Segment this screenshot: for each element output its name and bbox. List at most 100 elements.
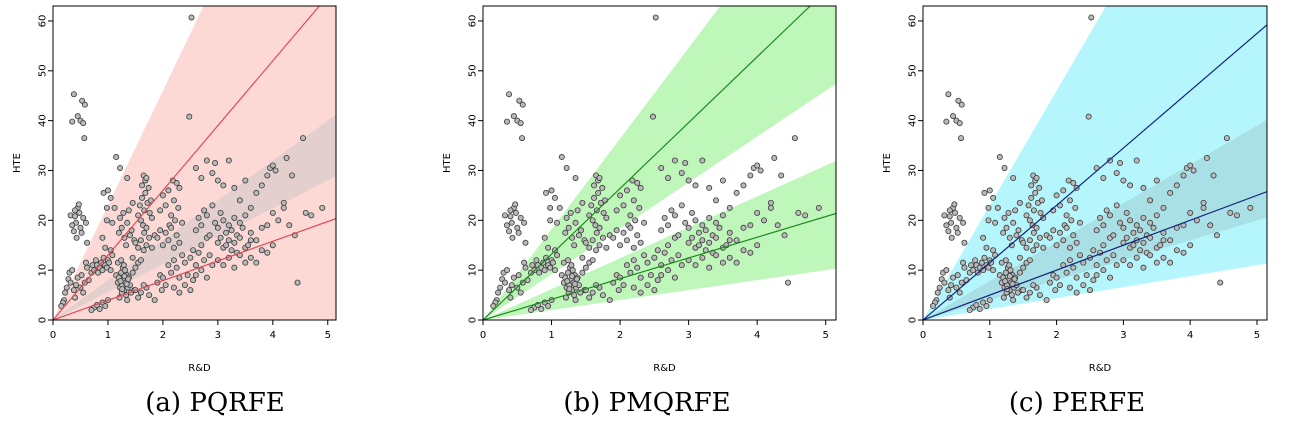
data-point [1065, 177, 1072, 184]
data-point [1063, 224, 1070, 231]
data-point [107, 267, 114, 274]
data-point [1153, 259, 1160, 266]
data-point [1010, 219, 1017, 226]
plot-area [483, 6, 836, 320]
data-point [802, 212, 809, 219]
data-point [247, 229, 254, 236]
data-point [713, 219, 720, 226]
data-point [1107, 212, 1114, 219]
data-point [75, 201, 82, 208]
data-point [815, 204, 822, 211]
data-point [247, 254, 254, 261]
data-point [950, 113, 957, 120]
data-point [572, 174, 579, 181]
data-point [699, 254, 706, 261]
data-point [490, 303, 497, 310]
data-point [135, 294, 142, 301]
data-point [209, 169, 216, 176]
data-point [564, 257, 571, 264]
y-tick-label: 20 [38, 214, 49, 227]
data-point [706, 239, 713, 246]
data-point [231, 214, 238, 221]
data-point [132, 264, 139, 271]
x-tick-label: 0 [920, 330, 926, 341]
data-point [1050, 227, 1057, 234]
data-point [253, 259, 260, 266]
data-point [121, 267, 128, 274]
data-point [586, 294, 593, 301]
data-point [71, 207, 78, 214]
x-tick-label: 2 [1053, 330, 1059, 341]
data-point [1180, 172, 1187, 179]
data-point [1032, 189, 1039, 196]
data-point [111, 204, 118, 211]
data-point [675, 252, 682, 259]
data-point [506, 228, 513, 235]
data-point [1052, 287, 1059, 294]
data-point [192, 272, 199, 279]
data-point [1123, 234, 1130, 241]
data-point [1153, 212, 1160, 219]
data-point [941, 212, 948, 219]
data-point [941, 279, 948, 286]
data-point [223, 229, 230, 236]
data-point [1030, 282, 1037, 289]
data-point [67, 279, 74, 286]
data-point [125, 207, 132, 214]
data-point [954, 272, 961, 279]
data-point [795, 209, 802, 216]
confidence-band [53, 6, 336, 320]
data-point [588, 202, 595, 209]
data-point [1030, 229, 1037, 236]
data-point [699, 237, 706, 244]
data-point [754, 209, 761, 216]
data-point [1066, 197, 1073, 204]
data-point [117, 278, 124, 285]
data-point [954, 229, 961, 236]
data-point [1160, 237, 1167, 244]
data-point [726, 204, 733, 211]
data-point [203, 157, 210, 164]
data-point [610, 234, 617, 241]
data-point [1070, 179, 1077, 186]
data-point [630, 244, 637, 251]
data-point [1036, 234, 1043, 241]
data-point [603, 214, 610, 221]
data-point [519, 135, 526, 142]
plot-frame [922, 5, 1268, 321]
data-point [275, 217, 282, 224]
data-point [225, 157, 232, 164]
data-point [181, 282, 188, 289]
data-point [510, 113, 517, 120]
data-point [699, 222, 706, 229]
data-point [120, 262, 127, 269]
data-point [572, 297, 579, 304]
data-point [159, 192, 166, 199]
data-point [549, 259, 556, 266]
data-point [1107, 157, 1114, 164]
data-point [726, 237, 733, 244]
regression-line [53, 218, 336, 320]
data-point [81, 101, 88, 108]
data-point [247, 237, 254, 244]
data-point [195, 249, 202, 256]
data-point [71, 213, 78, 220]
data-point [242, 259, 249, 266]
y-tick-label: 40 [38, 114, 49, 127]
data-point [671, 157, 678, 164]
y-tick-label: 0 [908, 317, 919, 323]
data-point [1060, 237, 1067, 244]
data-point [1090, 277, 1097, 284]
y-tick-label: 50 [38, 64, 49, 77]
data-point [503, 118, 510, 125]
data-point [545, 244, 552, 251]
data-point [236, 219, 243, 226]
data-point [119, 286, 126, 293]
data-point [595, 189, 602, 196]
data-point [1117, 159, 1124, 166]
x-tick-label: 3 [1120, 330, 1126, 341]
data-point [791, 135, 798, 142]
data-point [1066, 244, 1073, 251]
data-point [1010, 174, 1017, 181]
data-point [187, 254, 194, 261]
